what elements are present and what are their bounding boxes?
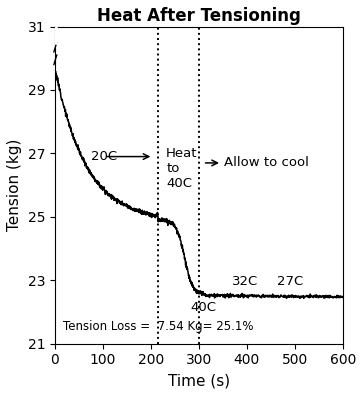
Text: 20C: 20C [91,150,117,163]
Text: Allow to cool: Allow to cool [224,156,309,169]
X-axis label: Time (s): Time (s) [168,373,230,388]
Title: Heat After Tensioning: Heat After Tensioning [97,7,301,25]
Text: 27C: 27C [277,275,303,288]
Text: Heat
to
40C: Heat to 40C [166,147,198,190]
Text: 32C: 32C [232,275,258,288]
Y-axis label: Tension (kg): Tension (kg) [7,139,22,231]
Text: 40C: 40C [191,301,217,314]
Text: Tension Loss =  7.54 Kg= 25.1%: Tension Loss = 7.54 Kg= 25.1% [64,320,254,333]
